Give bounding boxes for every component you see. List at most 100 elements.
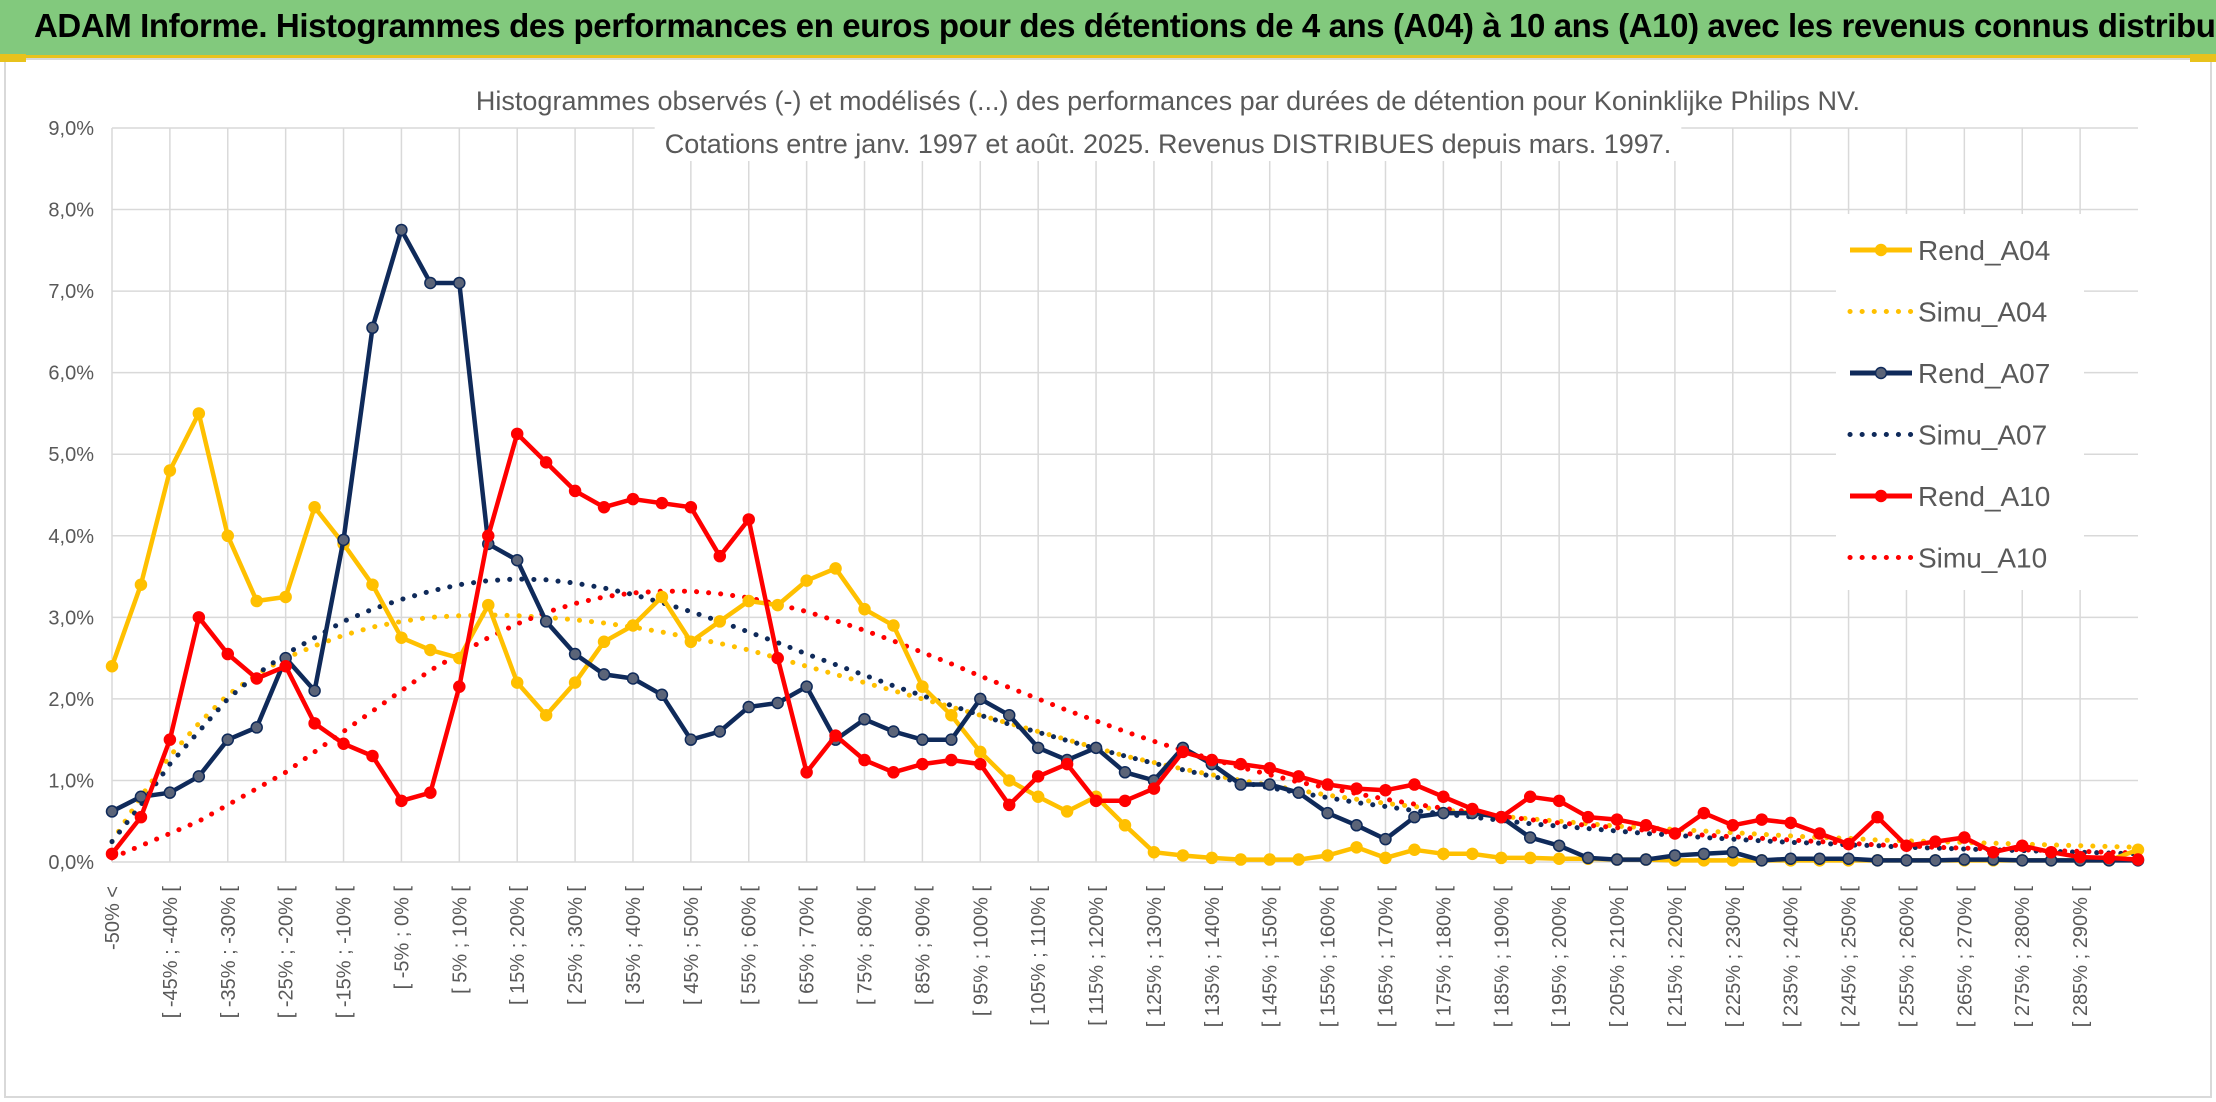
data-point-rend-a10 [1784, 816, 1797, 830]
data-point-rend-a10 [1350, 782, 1363, 795]
data-point-rend-a10 [974, 757, 987, 771]
legend-label: Rend_A10 [1918, 481, 2050, 512]
data-point-rend-a10 [1929, 835, 1942, 848]
data-point-rend-a07 [1002, 708, 1016, 722]
x-tick-label: [ 135% ; 140% [ [1202, 886, 1224, 1028]
legend-label: Rend_A04 [1918, 235, 2050, 266]
data-point-rend-a04 [1379, 851, 1392, 865]
data-point-rend-a07 [1118, 766, 1132, 779]
x-tick-label: [ 255% ; 260% [ [1896, 886, 1918, 1028]
data-point-rend-a07 [395, 223, 408, 237]
data-point-rend-a07 [337, 533, 350, 547]
series-line-simu-a10 [109, 588, 2141, 861]
x-tick-label: [ 215% ; 220% [ [1665, 886, 1687, 1028]
data-point-rend-a07 [916, 733, 929, 746]
data-point-rend-a04 [1147, 845, 1161, 859]
data-point-rend-a04 [250, 594, 263, 608]
data-point-rend-a04 [1118, 819, 1132, 832]
report-header: ADAM Informe. Histogrammes des performan… [0, 0, 2216, 58]
x-tick-label: [ 225% ; 230% [ [1723, 886, 1745, 1028]
data-point-rend-a04 [916, 680, 929, 693]
data-point-rend-a10 [1813, 827, 1826, 840]
x-tick-label: [ 35% ; 40% [ [623, 886, 645, 1005]
data-point-rend-a04 [134, 578, 148, 591]
data-point-rend-a10 [1263, 761, 1276, 775]
corner-accent-left [0, 54, 26, 62]
data-point-rend-a10 [221, 647, 235, 661]
data-point-rend-a04 [1031, 790, 1045, 804]
data-point-rend-a07 [1813, 852, 1826, 865]
data-point-rend-a10 [1089, 794, 1103, 808]
data-point-rend-a10 [1871, 810, 1884, 824]
y-tick-label: 5,0% [48, 444, 94, 466]
data-point-rend-a10 [395, 794, 408, 808]
data-point-rend-a07 [1263, 778, 1276, 791]
data-point-rend-a10 [366, 749, 379, 763]
data-point-rend-a10 [887, 766, 900, 779]
data-point-rend-a10 [1437, 790, 1450, 804]
data-point-rend-a10 [1031, 770, 1045, 783]
y-tick-label: 3,0% [48, 607, 94, 629]
data-point-rend-a07 [1639, 853, 1653, 866]
data-point-rend-a07 [1784, 852, 1797, 865]
data-point-rend-a04 [597, 635, 611, 649]
data-point-rend-a10 [1002, 798, 1016, 812]
gridlines [111, 127, 2138, 863]
y-axis-ticks: 0,0% 1,0% 2,0% 3,0% 4,0% 5,0% 6,0% 7,0% 8,0% 9,0% [48, 118, 94, 874]
data-point-rend-a10 [192, 611, 206, 624]
data-point-rend-a07 [974, 692, 987, 706]
data-point-rend-a10 [1292, 770, 1305, 783]
data-point-rend-a10 [1205, 753, 1219, 767]
data-point-rend-a07 [1437, 806, 1450, 820]
data-point-rend-a10 [424, 786, 437, 799]
x-tick-label: [ 185% ; 190% [ [1491, 886, 1513, 1028]
report-title: ADAM Informe. Histogrammes des performan… [34, 7, 2216, 44]
x-tick-label: [ 285% ; 290% [ [2070, 886, 2092, 1028]
x-tick-label: [ 235% ; 240% [ [1781, 886, 1803, 1028]
data-point-rend-a10 [1408, 778, 1421, 791]
data-point-rend-a07 [1958, 853, 1971, 866]
data-point-rend-a10 [945, 753, 958, 767]
data-point-rend-a04 [974, 745, 987, 759]
data-point-rend-a04 [1408, 843, 1421, 857]
x-tick-label: -50% < [102, 886, 124, 950]
data-point-rend-a07 [221, 733, 235, 746]
data-point-rend-a10 [308, 717, 321, 730]
x-tick-label: [ -5% ; 0% [ [391, 886, 413, 990]
data-point-rend-a10 [1639, 819, 1653, 832]
legend-marker [1874, 366, 1888, 380]
data-point-rend-a10 [1842, 837, 1855, 851]
data-point-rend-a04 [1350, 841, 1363, 854]
data-point-rend-a10 [916, 757, 929, 771]
data-point-rend-a10 [539, 456, 553, 469]
data-point-rend-a10 [684, 500, 698, 514]
data-point-rend-a07 [1350, 819, 1363, 832]
data-point-rend-a04 [105, 660, 119, 673]
data-point-rend-a10 [1610, 813, 1624, 826]
data-point-rend-a10 [1234, 757, 1248, 771]
legend: Rend_A04 Simu_A04 Rend_A07 Simu_A07 Rend_A10… [1836, 214, 2084, 590]
data-point-rend-a10 [1726, 819, 1740, 832]
data-point-rend-a07 [192, 770, 206, 783]
data-point-rend-a04 [742, 594, 755, 608]
x-tick-label: [ 75% ; 80% [ [855, 886, 877, 1005]
data-point-rend-a07 [250, 721, 263, 734]
data-point-rend-a04 [424, 643, 437, 657]
data-point-rend-a10 [1958, 831, 1971, 844]
data-point-rend-a07 [308, 684, 321, 697]
data-point-rend-a10 [626, 492, 640, 506]
data-point-rend-a04 [510, 676, 524, 689]
data-point-rend-a10 [2073, 850, 2087, 864]
x-tick-label: [ 275% ; 280% [ [2012, 886, 2034, 1028]
legend-label: Simu_A07 [1918, 420, 2047, 451]
y-tick-label: 0,0% [48, 852, 94, 874]
data-point-rend-a10 [1668, 827, 1682, 840]
data-point-rend-a07 [626, 672, 640, 685]
data-point-rend-a07 [1900, 854, 1913, 867]
data-point-rend-a10 [1060, 757, 1074, 771]
x-tick-label: [ 155% ; 160% [ [1318, 886, 1340, 1028]
data-point-rend-a04 [655, 590, 669, 604]
chart-title-line: Cotations entre janv. 1997 et août. 2025… [665, 129, 1672, 159]
chart-title: Histogrammes observés (-) et modélisés (… [465, 84, 1871, 161]
legend-background [1836, 214, 2084, 590]
